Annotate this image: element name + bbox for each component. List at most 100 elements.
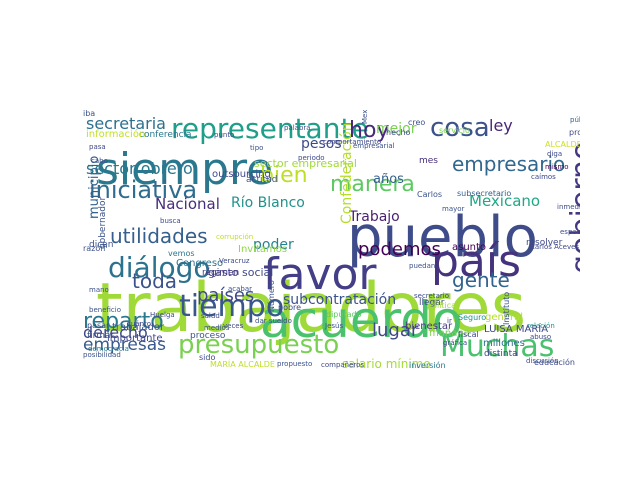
word-107: veces: [223, 322, 244, 330]
word-106: dar sueldo: [255, 317, 292, 325]
word-9: diálogo: [108, 251, 211, 284]
word-89: razón: [83, 244, 106, 253]
word-53: asunto: [452, 242, 487, 253]
word-4: favor: [263, 249, 377, 300]
word-cloud: trabajadores acuerdo pueblo siempre favor paí…: [83, 110, 580, 369]
word-101: periodo: [298, 154, 325, 162]
word-126: empresarial: [353, 142, 395, 150]
word-43: importante: [107, 333, 163, 344]
word-15: empresario: [452, 152, 566, 176]
word-34: mejor: [376, 121, 417, 137]
word-93: Jesús: [325, 322, 344, 330]
word-35: ley: [489, 116, 513, 135]
word-116: puedan: [409, 262, 436, 270]
word-7: presupuesto: [178, 330, 340, 360]
word-105: salud: [201, 312, 220, 320]
word-85: Carlos Aceves: [530, 243, 580, 251]
word-44: LUISA MARÍA: [484, 324, 549, 335]
word-70: MARÍA ALCALDE: [210, 360, 275, 369]
word-121: abuso: [530, 333, 552, 341]
word-87: corrupción: [216, 233, 254, 241]
word-118: mayor: [442, 205, 465, 213]
word-49: gasto social: [208, 266, 274, 279]
word-120: Instituto: [502, 291, 511, 325]
word-76: público: [570, 116, 580, 124]
word-119: espacio: [560, 228, 580, 236]
word-75: programa: [569, 128, 580, 137]
word-33: pesos: [301, 136, 342, 152]
word-129: sido: [199, 353, 216, 362]
word-117: inmediato: [557, 203, 580, 211]
word-24: empresas: [83, 335, 167, 355]
word-125: secretario: [414, 292, 449, 300]
word-48: outsourcing: [212, 169, 271, 180]
word-52: dicen: [89, 240, 114, 250]
word-58: conferencia: [139, 130, 192, 140]
word-78: caímos: [531, 173, 556, 181]
word-103: busca: [160, 217, 181, 225]
word-61: mes: [419, 156, 438, 166]
word-91: compañeros: [321, 361, 365, 369]
word-46: bienestar: [405, 321, 453, 332]
word-63: proceso: [190, 331, 226, 341]
word-114: creo: [408, 118, 426, 127]
word-66: democracia: [88, 345, 129, 353]
word-55: mañana: [429, 328, 470, 339]
word-71: ALCALDE LUJÁN: [545, 140, 580, 149]
word-108: medios: [204, 324, 230, 332]
word-12: reparto: [83, 309, 164, 334]
word-57: régimen: [202, 268, 240, 278]
word-29: Río Blanco: [231, 195, 305, 211]
word-83: política: [427, 301, 457, 310]
word-90: vemos: [168, 249, 195, 258]
word-127: comportamiento: [323, 138, 382, 146]
word-19: podemos: [358, 239, 441, 260]
word-68: distinta: [484, 349, 518, 359]
word-104: acabar: [228, 285, 253, 293]
word-65: pasar: [87, 321, 110, 330]
word-28: Nacional: [155, 195, 220, 213]
word-79: mismo: [545, 163, 569, 171]
word-86: Veracruz: [219, 257, 250, 265]
word-11: iniciativa: [89, 176, 198, 204]
word-73: Carlos: [417, 190, 443, 199]
word-82: Seguro: [458, 313, 487, 322]
word-99: punto: [214, 131, 235, 139]
word-42: sector empresarial: [254, 157, 357, 170]
word-59: información: [86, 129, 146, 140]
word-95: relación: [527, 322, 555, 330]
word-97: pasa: [89, 143, 106, 151]
word-47: trabajador: [112, 322, 165, 333]
word-81: gobernador: [98, 196, 108, 249]
word-32: poder: [253, 237, 294, 253]
word-74: subsecretario: [457, 189, 512, 198]
word-41: salario mínimo: [342, 357, 431, 369]
word-0: trabajadores: [96, 269, 527, 348]
word-23: países: [197, 285, 255, 306]
word-17: bien: [260, 163, 308, 188]
word-54: resolver: [526, 238, 563, 248]
word-31: Trabajo: [349, 209, 400, 225]
word-27: sector obrero: [86, 159, 193, 178]
word-111: cuánto: [127, 320, 152, 328]
word-18: utilidades: [110, 224, 208, 248]
word-92: posibilidad: [83, 351, 121, 359]
word-128: propuesto: [277, 360, 313, 368]
word-115: hecho: [386, 128, 411, 137]
word-62: llegar: [419, 298, 445, 308]
word-60: actitud: [246, 175, 278, 185]
word-1: acuerdo: [260, 291, 463, 349]
word-100: palabra: [284, 124, 311, 132]
word-13: cosa: [430, 113, 490, 143]
word-96: mano: [89, 286, 109, 294]
word-80: diga: [547, 150, 563, 158]
word-110: beneficio: [89, 306, 121, 314]
word-112: Número: [267, 280, 276, 312]
word-6: tiempo: [179, 289, 285, 324]
word-130: iba: [83, 110, 96, 118]
word-67: educación: [534, 358, 575, 367]
word-88: pobre: [278, 303, 302, 312]
word-37: subcontratación: [283, 292, 397, 308]
word-72: diputado: [326, 310, 362, 319]
